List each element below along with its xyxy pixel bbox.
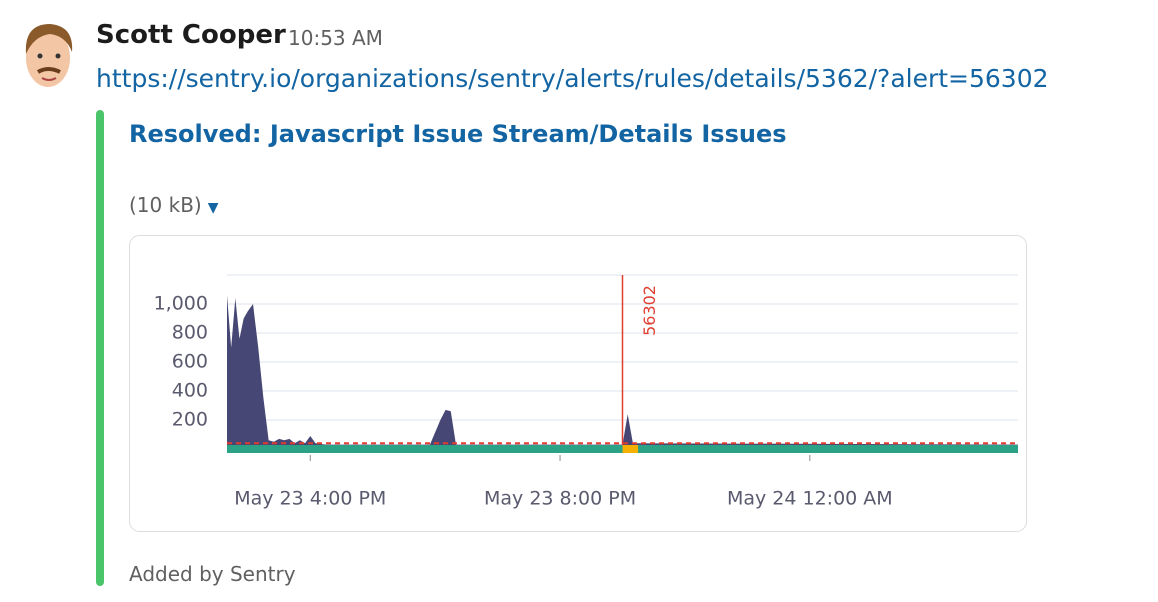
y-tick-label: 200 [172,409,208,431]
file-size[interactable]: (10 kB) ▼ [129,193,219,217]
annotation-label: 56302 [640,285,659,336]
y-tick-label: 1,000 [154,293,208,315]
timestamp[interactable]: 10:53 AM [288,26,383,50]
author[interactable]: Scott Cooper [96,20,286,50]
incident-band [622,445,639,453]
chart-frame [129,235,1027,532]
x-tick-label: May 24 12:00 AM [727,488,893,510]
attachment-title[interactable]: Resolved: Javascript Issue Stream/Detail… [129,120,787,148]
chart: 200 400 600 800 1,000 56302 May 23 4:00 PM May … [129,235,1027,532]
y-tick-label: 600 [172,351,208,373]
y-tick-label: 400 [172,380,208,402]
link[interactable]: https://sentry.io/organizations/sentry/a… [96,64,1049,93]
caret[interactable]: ▼ [207,200,219,216]
footer: Added by Sentry [129,562,296,586]
x-tick-label: May 23 4:00 PM [234,488,386,510]
attachment-bar [96,110,104,586]
x-tick-label: May 23 8:00 PM [484,488,636,510]
avatar[interactable] [20,18,76,92]
y-tick-label: 800 [172,322,208,344]
size-text: (10 kB) [129,193,202,217]
